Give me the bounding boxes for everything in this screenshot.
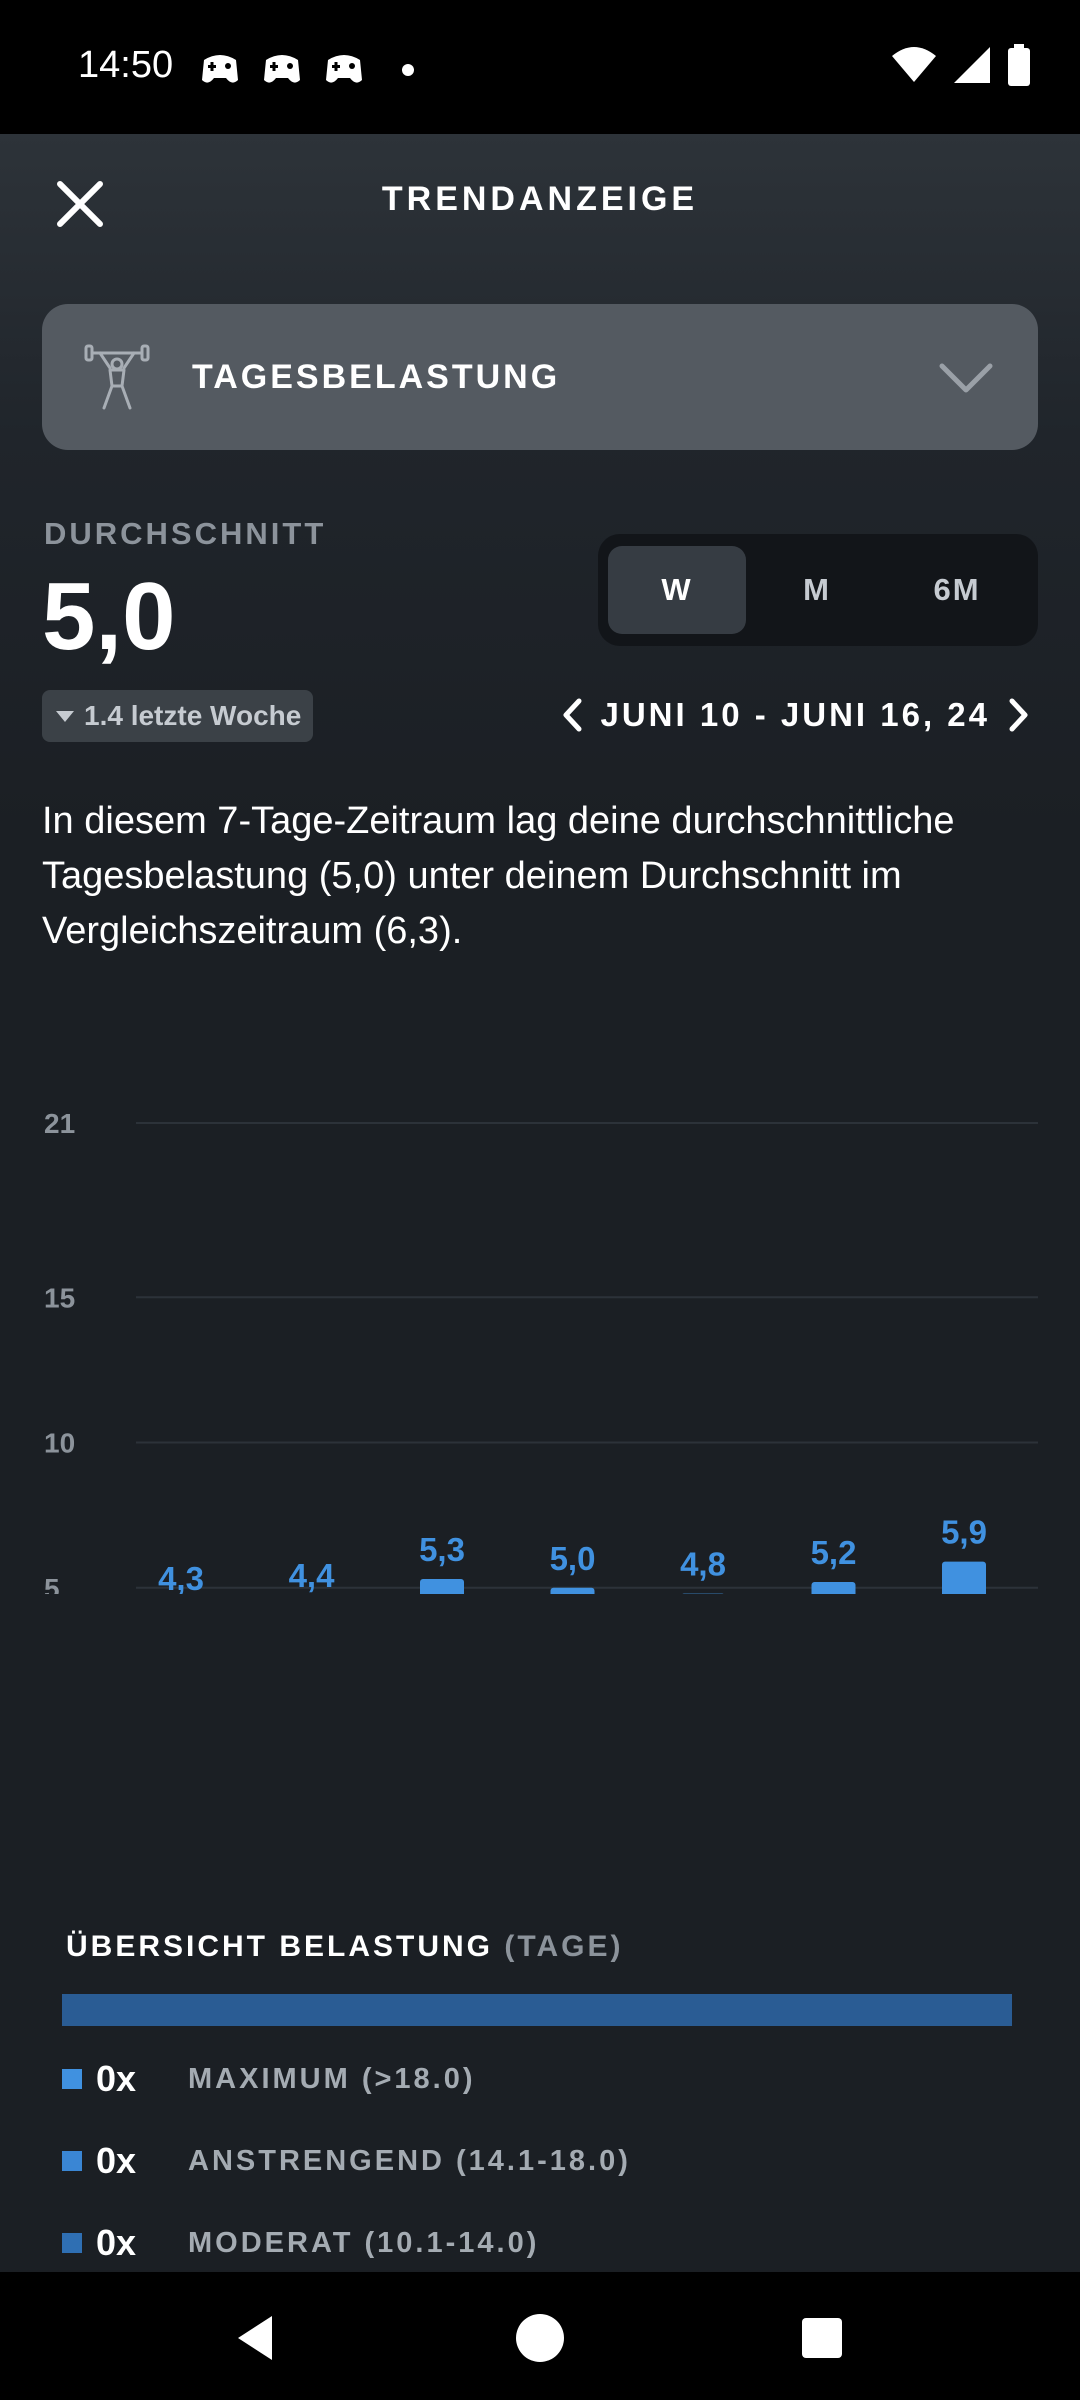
period-week-button[interactable]: W	[608, 546, 746, 634]
period-toggle: W M 6M	[598, 534, 1038, 646]
bar-value-label: 5,9	[941, 1514, 987, 1551]
summary-text: In diesem 7-Tage-Zeitraum lag deine durc…	[42, 800, 955, 952]
bar	[811, 1581, 856, 1594]
overview-subtitle: (TAGE)	[504, 1930, 624, 1963]
legend-count: 0x	[96, 2140, 137, 2181]
change-badge: 1.4 letzte Woche	[42, 690, 314, 742]
signal-icon	[954, 47, 990, 83]
overview-title-text: ÜBERSICHT BELASTUNG	[66, 1930, 494, 1963]
period-six-months-button[interactable]: 6M	[933, 572, 981, 607]
legend-label: MAXIMUM (>18.0)	[188, 2062, 476, 2095]
home-icon[interactable]	[510, 2308, 570, 2368]
average-label: DURCHSCHNITT	[44, 516, 327, 551]
recents-icon[interactable]	[792, 2308, 852, 2368]
notification-icons	[198, 50, 414, 90]
back-icon[interactable]	[228, 2308, 288, 2368]
metric-label: TAGESBELASTUNG	[192, 358, 561, 396]
chevron-right-icon[interactable]	[1008, 698, 1030, 732]
overview-title: ÜBERSICHT BELASTUNG (TAGE)	[66, 1930, 623, 1964]
bar-value-label: 5,2	[811, 1534, 857, 1571]
battery-icon	[1008, 44, 1030, 86]
wifi-icon	[892, 47, 936, 82]
game-controller-icon	[326, 55, 362, 83]
metric-selector-dropdown[interactable]: TAGESBELASTUNG	[42, 304, 1038, 450]
overview-distribution-bar	[62, 1994, 1012, 2026]
bar-value-label: 4,8	[680, 1546, 726, 1583]
y-tick-label: 10	[44, 1428, 75, 1459]
y-tick-label: 5	[44, 1573, 60, 1594]
legend-count: 0x	[96, 2222, 137, 2263]
more-notifications-dot	[402, 64, 414, 76]
status-bar: 14:50	[0, 0, 1080, 134]
caret-down-icon	[56, 710, 74, 722]
system-icons	[890, 44, 1032, 86]
legend-swatch	[62, 2069, 82, 2089]
legend-item-maximum: 0x MAXIMUM (>18.0)	[62, 2054, 476, 2104]
date-range-text: JUNI 10 - JUNI 16, 24	[600, 696, 990, 733]
legend-label: MODERAT (10.1-14.0)	[188, 2226, 540, 2259]
legend-label: ANSTRENGEND (14.1-18.0)	[188, 2144, 631, 2177]
bar	[550, 1587, 595, 1594]
bar-value-label: 4,4	[289, 1557, 336, 1594]
legend-item-anstrengend: 0x ANSTRENGEND (14.1-18.0)	[62, 2136, 631, 2186]
change-text: 1.4 letzte Woche	[84, 700, 302, 731]
close-icon[interactable]	[52, 176, 108, 232]
chevron-down-icon	[939, 363, 993, 393]
legend-swatch	[62, 2233, 82, 2253]
bar-value-label: 5,0	[550, 1540, 596, 1577]
bar	[942, 1561, 986, 1594]
chevron-left-icon[interactable]	[561, 698, 583, 732]
daily-strain-bar-chart: 051015214,3Mo104,4Di115,3Mi125,0Do134,8F…	[44, 1108, 1038, 1594]
average-value: 5,0	[42, 563, 176, 670]
bar	[420, 1579, 464, 1594]
weightlifter-icon	[84, 344, 150, 410]
game-controller-icon	[202, 55, 238, 83]
period-month-button[interactable]: M	[803, 572, 831, 607]
system-navigation-bar	[0, 2272, 1080, 2400]
page-title: TRENDANZEIGE	[381, 180, 699, 218]
legend-item-moderat: 0x MODERAT (10.1-14.0)	[62, 2218, 539, 2268]
game-controller-icon	[264, 55, 300, 83]
y-tick-label: 15	[44, 1282, 75, 1313]
date-range-navigator: JUNI 10 - JUNI 16, 24	[561, 696, 1031, 734]
status-time: 14:50	[78, 44, 174, 86]
legend-count: 0x	[96, 2058, 137, 2099]
trend-screen: TRENDANZEIGE TAGESBELASTUNG DURCHSCHNITT…	[0, 134, 1080, 2272]
legend-swatch	[62, 2151, 82, 2171]
y-tick-label: 21	[44, 1108, 75, 1139]
bar-value-label: 5,3	[419, 1531, 465, 1568]
bar-value-label: 4,3	[158, 1560, 204, 1594]
